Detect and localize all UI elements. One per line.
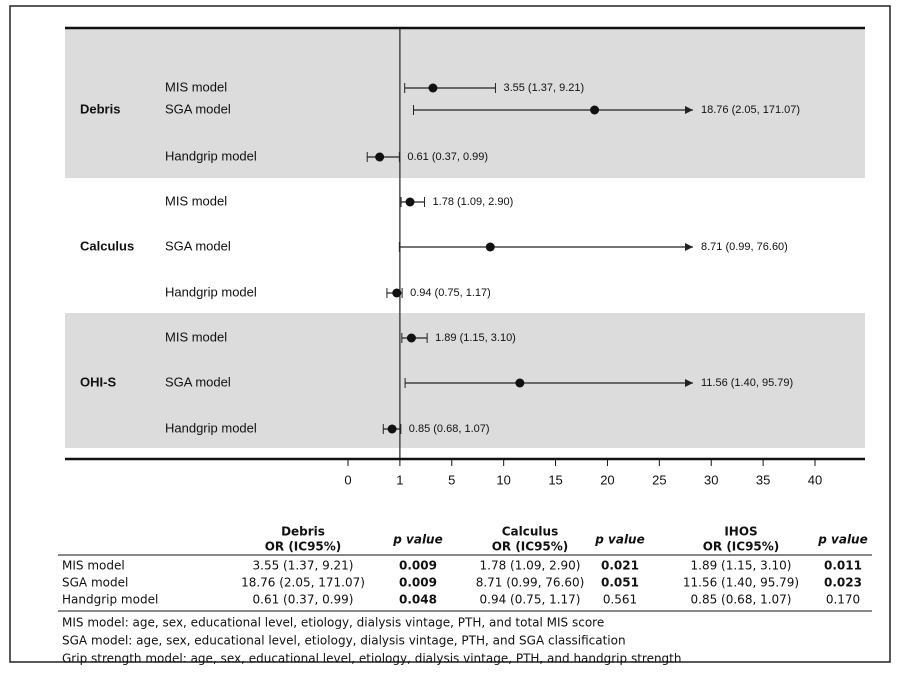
model-label: Handgrip model xyxy=(165,148,257,163)
model-label: MIS model xyxy=(165,79,227,94)
table-cell: 0.170 xyxy=(826,593,860,607)
model-label: Handgrip model xyxy=(165,284,257,299)
table-cell: 8.71 (0.99, 76.60) xyxy=(476,576,585,590)
table-header: OR (IC95%) xyxy=(492,540,569,554)
model-label: SGA model xyxy=(165,238,231,253)
x-tick-label: 0 xyxy=(344,472,351,487)
table-cell: Handgrip model xyxy=(62,593,158,607)
table-cell: 11.56 (1.40, 95.79) xyxy=(683,576,799,590)
point xyxy=(590,105,600,115)
table-cell: 0.561 xyxy=(603,593,637,607)
x-tick-label: 20 xyxy=(600,472,614,487)
group-label: Calculus xyxy=(80,238,134,253)
table-cell: 0.051 xyxy=(601,576,639,590)
table-cell: MIS model xyxy=(62,559,125,573)
estimate-label: 1.89 (1.15, 3.10) xyxy=(435,332,516,344)
model-label: SGA model xyxy=(165,101,231,116)
model-label: SGA model xyxy=(165,374,231,389)
table-cell: 3.55 (1.37, 9.21) xyxy=(253,559,354,573)
table-header: Debris xyxy=(281,525,325,539)
group-label: Debris xyxy=(80,101,120,116)
estimate-label: 3.55 (1.37, 9.21) xyxy=(503,82,584,94)
table-header: OR (IC95%) xyxy=(703,540,780,554)
model-label: Handgrip model xyxy=(165,420,257,435)
band xyxy=(65,313,865,448)
ci-arrow xyxy=(685,243,693,251)
point xyxy=(392,288,402,298)
footnote: SGA model: age, sex, educational level, … xyxy=(62,634,626,648)
point xyxy=(405,197,415,207)
x-tick-label: 10 xyxy=(496,472,510,487)
x-tick-label: 25 xyxy=(652,472,666,487)
table-cell: 0.61 (0.37, 0.99) xyxy=(253,593,354,607)
estimate-label: 11.56 (1.40, 95.79) xyxy=(701,377,793,389)
x-tick-label: 5 xyxy=(448,472,455,487)
table-header: p value xyxy=(594,533,644,547)
estimate-label: 1.78 (1.09, 2.90) xyxy=(433,196,514,208)
ci-arrow xyxy=(685,106,693,114)
table-header: IHOS xyxy=(724,525,757,539)
x-tick-label: 40 xyxy=(808,472,822,487)
table-cell: SGA model xyxy=(62,576,128,590)
table-cell: 0.009 xyxy=(399,576,437,590)
table-cell: 0.011 xyxy=(824,559,862,573)
point xyxy=(515,378,525,388)
point xyxy=(406,333,416,343)
table-cell: 18.76 (2.05, 171.07) xyxy=(241,576,365,590)
x-tick-label: 1 xyxy=(396,472,403,487)
table-header: p value xyxy=(817,533,867,547)
table-cell: 0.048 xyxy=(399,593,437,607)
estimate-label: 8.71 (0.99, 76.60) xyxy=(701,241,788,253)
table-header: p value xyxy=(392,533,442,547)
estimate-label: 0.94 (0.75, 1.17) xyxy=(410,287,491,299)
point xyxy=(375,152,385,162)
table-header: Calculus xyxy=(502,525,558,539)
table-cell: 1.89 (1.15, 3.10) xyxy=(691,559,792,573)
footnote: Grip strength model: age, sex, education… xyxy=(62,652,681,666)
x-tick-label: 35 xyxy=(756,472,770,487)
table-cell: 1.78 (1.09, 2.90) xyxy=(480,559,581,573)
model-label: MIS model xyxy=(165,329,227,344)
model-label: MIS model xyxy=(165,193,227,208)
table-cell: 0.009 xyxy=(399,559,437,573)
table-cell: 0.021 xyxy=(601,559,639,573)
table-cell: 0.85 (0.68, 1.07) xyxy=(691,593,792,607)
frame xyxy=(9,5,891,663)
point xyxy=(387,424,397,434)
table-cell: 0.94 (0.75, 1.17) xyxy=(480,593,581,607)
x-tick-label: 30 xyxy=(704,472,718,487)
table-header: OR (IC95%) xyxy=(265,540,342,554)
point xyxy=(428,83,438,93)
ci-arrow xyxy=(685,379,693,387)
estimate-label: 18.76 (2.05, 171.07) xyxy=(701,104,800,116)
x-tick-label: 15 xyxy=(548,472,562,487)
estimate-label: 0.85 (0.68, 1.07) xyxy=(409,423,490,435)
table-cell: 0.023 xyxy=(824,576,862,590)
estimate-label: 0.61 (0.37, 0.99) xyxy=(407,151,488,163)
band xyxy=(65,28,865,178)
point xyxy=(485,242,495,252)
footnote: MIS model: age, sex, educational level, … xyxy=(62,616,604,630)
group-label: OHI-S xyxy=(80,374,116,389)
